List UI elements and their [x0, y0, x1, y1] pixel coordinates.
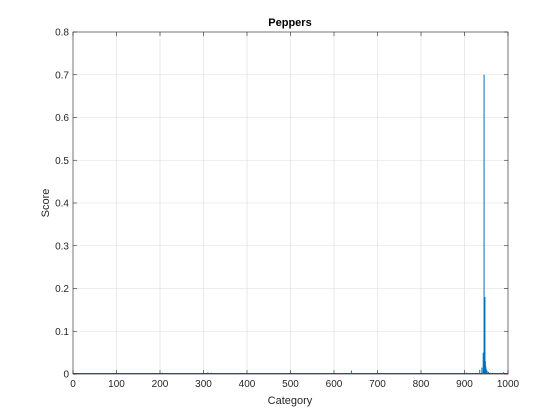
- x-tick-label: 200: [152, 379, 169, 390]
- bar: [486, 370, 488, 374]
- y-tick-label: 0.7: [55, 70, 69, 81]
- x-tick-label: 100: [108, 379, 125, 390]
- x-axis-label: Category: [268, 395, 313, 407]
- y-tick-label: 0.2: [55, 284, 69, 295]
- bar: [484, 297, 486, 374]
- y-tick-labels: 0 0.1 0.2 0.3 0.4 0.5 0.6 0.7 0.8: [55, 28, 69, 381]
- y-tick-label: 0.5: [55, 156, 69, 167]
- bar: [350, 370, 352, 374]
- y-tick-label: 0.8: [55, 28, 69, 39]
- y-tick-label: 0.4: [55, 199, 69, 210]
- x-tick-label: 600: [326, 379, 343, 390]
- y-axis-label: Score: [40, 189, 52, 218]
- x-tick-label: 1000: [497, 379, 520, 390]
- y-tick-label: 0.3: [55, 241, 69, 252]
- bar: [479, 369, 481, 374]
- y-tick-label: 0: [63, 370, 69, 381]
- bar: [485, 368, 487, 374]
- chart-title: Peppers: [268, 17, 311, 29]
- x-tick-label: 0: [70, 379, 76, 390]
- x-tick-label: 800: [413, 379, 430, 390]
- y-tick-label: 0.1: [55, 327, 69, 338]
- axis-ticks: [72, 31, 509, 375]
- x-tick-label: 700: [369, 379, 386, 390]
- x-tick-labels: 0 100 200 300 400 500 600 700 800 900 1000: [70, 379, 519, 390]
- bar: [481, 367, 483, 374]
- x-tick-label: 400: [239, 379, 256, 390]
- x-tick-label: 300: [195, 379, 212, 390]
- x-tick-label: 500: [282, 379, 299, 390]
- bar: [483, 74, 485, 374]
- x-tick-label: 900: [456, 379, 473, 390]
- y-tick-label: 0.6: [55, 113, 69, 124]
- bar: [487, 371, 489, 374]
